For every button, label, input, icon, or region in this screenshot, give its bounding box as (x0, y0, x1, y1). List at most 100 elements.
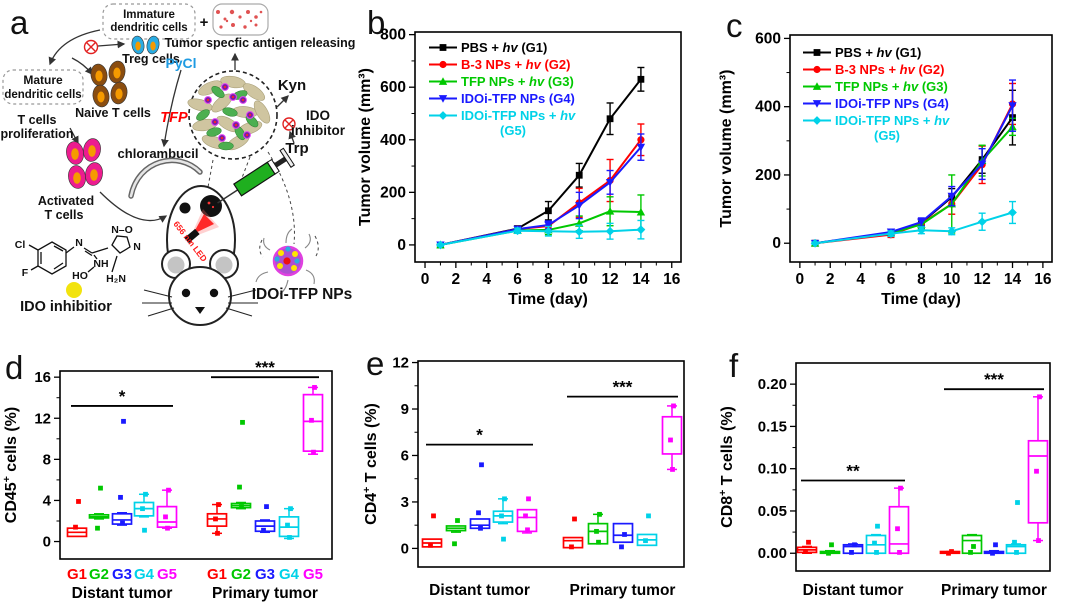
antigen-speckle (243, 25, 247, 29)
box-distant-g4 (865, 523, 887, 555)
mouse-eye-right (209, 288, 219, 298)
group-label: Distant tumor (803, 582, 904, 599)
x-tick-label: 8 (544, 271, 553, 288)
y-tick-label: 400 (380, 132, 406, 149)
plot-frame (59, 370, 333, 560)
y-tick-label: 200 (755, 167, 781, 184)
data-point (288, 506, 293, 512)
x-tick-label: 0 (421, 271, 430, 288)
marker-triangle-down (605, 178, 615, 187)
box-distant-g2 (88, 485, 110, 531)
marker-triangle-down (917, 218, 926, 227)
blocked-icon-right (282, 117, 296, 131)
data-point (163, 514, 168, 520)
antigen-box (212, 3, 269, 36)
antigen-speckle (216, 10, 220, 14)
panel-letter-c: c (726, 7, 743, 44)
cell-nucleus (73, 172, 81, 184)
tspan: (G2) (541, 57, 571, 72)
y-tick-label: 600 (755, 30, 781, 47)
box-distant-g5 (156, 487, 178, 531)
marker-triangle-down (812, 100, 822, 108)
data-point (213, 516, 218, 522)
circle (231, 95, 235, 99)
data-point (240, 419, 245, 425)
marker-square (575, 171, 583, 179)
panel-a-diagram: Immature dendritic cells + Tumor specfic… (1, 3, 356, 326)
panel-e-chart: 0 3 6 9 12 CD4+ T cells (%) Distant tumor Prima… (361, 355, 685, 599)
arrow-trp (288, 130, 296, 144)
panel-letter-f: f (729, 347, 739, 384)
legend-entry-g5: IDOi-TFP NPs + hv (461, 108, 576, 123)
data-point (968, 549, 973, 555)
atom-ho: HO (72, 270, 88, 282)
significance-label: *** (984, 370, 1004, 389)
y-tick-label: 4 (43, 492, 52, 509)
marker-diamond (812, 116, 822, 125)
legend-entry-g5: IDOi-TFP NPs + hv (835, 113, 950, 128)
tspan: CD4 (363, 493, 380, 525)
series-4 (810, 79, 1017, 248)
circle (241, 98, 245, 102)
data-point (849, 549, 854, 555)
y-tick-label: 3 (401, 494, 409, 511)
x-tick-label: 14 (1004, 271, 1022, 288)
tspan: IDOi-TFP NPs (G4) (461, 91, 575, 106)
box-primary-g4 (278, 506, 300, 540)
circle (245, 133, 249, 137)
antigen-speckle (231, 23, 235, 27)
panel-f-chart: 0.00 0.05 0.10 0.15 0.20 CD8+ T cells (%) Dist… (717, 362, 1051, 599)
antigen-release-label: Tumor specfic antigen releasing (165, 36, 356, 50)
legend-entry-g4: IDOi-TFP NPs (G4) (835, 96, 949, 111)
tspan: cells (%) (3, 407, 20, 476)
data-point (309, 417, 314, 423)
data-point (285, 522, 290, 528)
led-beam (193, 214, 214, 234)
tspan: (G3) (918, 79, 948, 94)
mouse-illustration: 656 nm LED (128, 157, 258, 326)
y-tick-label: 800 (380, 27, 406, 44)
data-point (1014, 549, 1019, 555)
data-point (597, 511, 602, 517)
data-point (1012, 539, 1017, 545)
box-rect (1027, 439, 1049, 524)
data-point (215, 530, 220, 536)
tspan: hv (903, 79, 919, 94)
tspan: CD8 (719, 496, 736, 528)
syringe-icon (217, 147, 295, 204)
tumor-cell (253, 100, 271, 124)
chlorambucil-label: chlorambucil (118, 146, 199, 161)
x-axis-label: Time (day) (881, 291, 961, 308)
data-point (1036, 538, 1041, 543)
box-rect (302, 393, 324, 452)
data-point (619, 544, 624, 550)
box-primary-g5 (1027, 394, 1049, 543)
box-primary-g4 (1005, 500, 1027, 555)
treg-cells-icon (131, 35, 160, 55)
group-label: Primary tumor (570, 582, 676, 599)
data-point (875, 523, 880, 529)
panel-letter-b: b (367, 4, 386, 41)
immature-dc-label-2: dendritic cells (110, 22, 187, 34)
x-tick-label: 10 (943, 271, 960, 288)
plot-frame (795, 362, 1051, 572)
x-tick-label: 4 (482, 271, 491, 288)
tspan: IDOi-TFP NPs + (835, 113, 934, 128)
data-point (1034, 468, 1039, 474)
tspan: + (1, 476, 13, 482)
antigen-speckle (219, 25, 223, 29)
y-tick-label: 0 (43, 534, 51, 551)
antigen-speckle (254, 15, 258, 19)
data-point (874, 549, 879, 555)
arrow-immature-to-mature (48, 29, 101, 66)
antigen-speckle (223, 17, 227, 21)
cell-nucleus (135, 41, 141, 51)
marker-triangle-down (1008, 102, 1017, 110)
y-axis-label: Tumor volume (mm³) (357, 68, 374, 226)
marker-diamond (886, 229, 896, 239)
trp-label: Trp (285, 140, 308, 157)
marker-square (813, 49, 821, 56)
circle (234, 123, 238, 127)
y-tick-label: 0 (401, 540, 409, 557)
tspan: hv (900, 62, 916, 77)
